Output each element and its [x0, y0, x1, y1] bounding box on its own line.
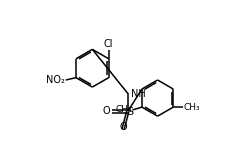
Text: O: O — [103, 106, 110, 116]
Text: NH: NH — [131, 89, 146, 99]
Text: S: S — [126, 107, 133, 117]
Text: O: O — [119, 122, 127, 132]
Text: CH₃: CH₃ — [183, 103, 200, 112]
Text: NO₂: NO₂ — [46, 75, 65, 85]
Text: Cl: Cl — [104, 39, 113, 48]
Text: CH₃: CH₃ — [115, 105, 132, 114]
